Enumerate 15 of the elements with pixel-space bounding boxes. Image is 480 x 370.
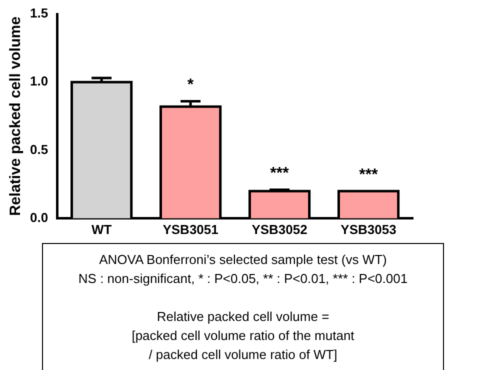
text: Relative packed cell volume = [packed cell volume ratio of the mutant / packed cell volume ratio of WT] — [130, 308, 356, 364]
y-axis-title: Relative packed cell volume — [7, 16, 24, 216]
y-tick-label: 1.5 — [30, 6, 48, 21]
y-tick-label: 0.0 — [30, 210, 48, 225]
x-tick-label: YSB3053 — [340, 222, 396, 237]
text: ANOVA Bonferroni’s selected sample test (vs WT) — [98, 251, 388, 269]
x-tick-label: YSB3052 — [252, 222, 308, 237]
text: NS : non-significant, * : P<0.05, ** : P<0.01, *** : P<0.001 — [77, 270, 409, 288]
annotation: * — [187, 76, 194, 94]
y-tick-label: 0.5 — [30, 142, 48, 157]
y-tick-label: 1.0 — [30, 74, 48, 89]
annotation: *** — [359, 166, 379, 184]
x-tick-label: YSB3051 — [162, 222, 218, 237]
x-tick-label: WT — [91, 222, 112, 237]
annotation: *** — [270, 165, 290, 182]
